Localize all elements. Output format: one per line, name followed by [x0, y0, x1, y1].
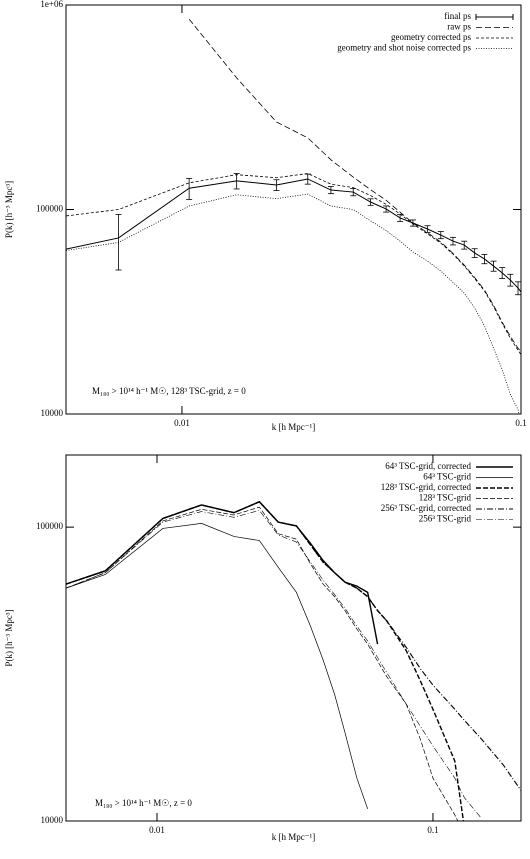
legend-label: final ps	[444, 11, 471, 21]
error-bar	[397, 214, 404, 222]
series-line	[66, 173, 521, 355]
error-bar	[409, 219, 416, 227]
x-tick-label: 0.01	[174, 418, 190, 428]
y-axis-label: P(k) [h⁻³ Mpc³]	[4, 181, 14, 238]
y-axis-label: P(k) [h⁻³ Mpc³]	[4, 609, 14, 666]
legend-label: 128³ TSC-grid, corrected	[381, 482, 472, 492]
legend-label: geometry corrected ps	[391, 32, 471, 42]
y-tick-label: 10000	[41, 408, 64, 418]
series-line	[188, 18, 521, 353]
plot-frame	[65, 454, 522, 822]
x-tick-label: 0.1	[427, 825, 438, 835]
plot-frame	[65, 4, 522, 415]
series-line	[66, 523, 368, 809]
legend-label: geometry and shot noise corrected ps	[337, 43, 471, 53]
error-bar	[383, 205, 390, 213]
error-bar	[481, 254, 488, 265]
y-tick-label: 1e+06	[40, 0, 63, 9]
x-axis-label: k [h Mpc⁻¹]	[272, 422, 315, 432]
series-line	[66, 506, 459, 821]
error-bar	[367, 198, 374, 206]
y-tick-label: 100000	[36, 204, 64, 214]
series-line	[66, 510, 482, 819]
y-tick-label: 10000	[41, 815, 64, 825]
legend-label: 128³ TSC-grid	[419, 493, 472, 503]
x-tick-label: 0.01	[149, 825, 165, 835]
error-bar	[490, 260, 497, 272]
error-bar	[461, 240, 468, 250]
error-bar	[350, 188, 357, 197]
series-line	[66, 500, 379, 645]
series-line	[66, 178, 521, 293]
error-bar	[233, 173, 240, 190]
series-line	[66, 501, 521, 791]
annotation: M₁₈₀ > 10¹⁴ h⁻¹ M☉, z = 0	[95, 798, 192, 808]
error-bar	[471, 248, 478, 258]
x-tick-label: 0.1	[515, 418, 526, 428]
legend-label: 64³ TSC-grid, corrected	[385, 461, 471, 471]
error-bar	[273, 179, 280, 191]
annotation: M₁₈₀ > 10¹⁴ h⁻¹ M☉, 128³ TSC-grid, z = 0	[92, 386, 246, 396]
x-axis-label: k [h Mpc⁻¹]	[272, 832, 315, 842]
error-bar	[327, 186, 334, 195]
legend-label: 64³ TSC-grid	[423, 472, 471, 482]
plot-area	[66, 18, 521, 414]
series-line	[66, 193, 520, 414]
legend-label: raw ps	[447, 22, 471, 32]
error-bar	[186, 177, 193, 200]
series-line	[66, 500, 465, 821]
legend-label: 256³ TSC-grid	[419, 514, 472, 524]
plot-area	[66, 500, 521, 821]
error-bar	[449, 236, 456, 246]
error-bar	[507, 273, 514, 287]
error-bar	[499, 267, 506, 279]
error-bar	[515, 281, 521, 296]
y-tick-label: 100000	[36, 521, 64, 531]
legend-label: 256³ TSC-grid, corrected	[381, 503, 472, 513]
error-bar	[437, 231, 444, 240]
